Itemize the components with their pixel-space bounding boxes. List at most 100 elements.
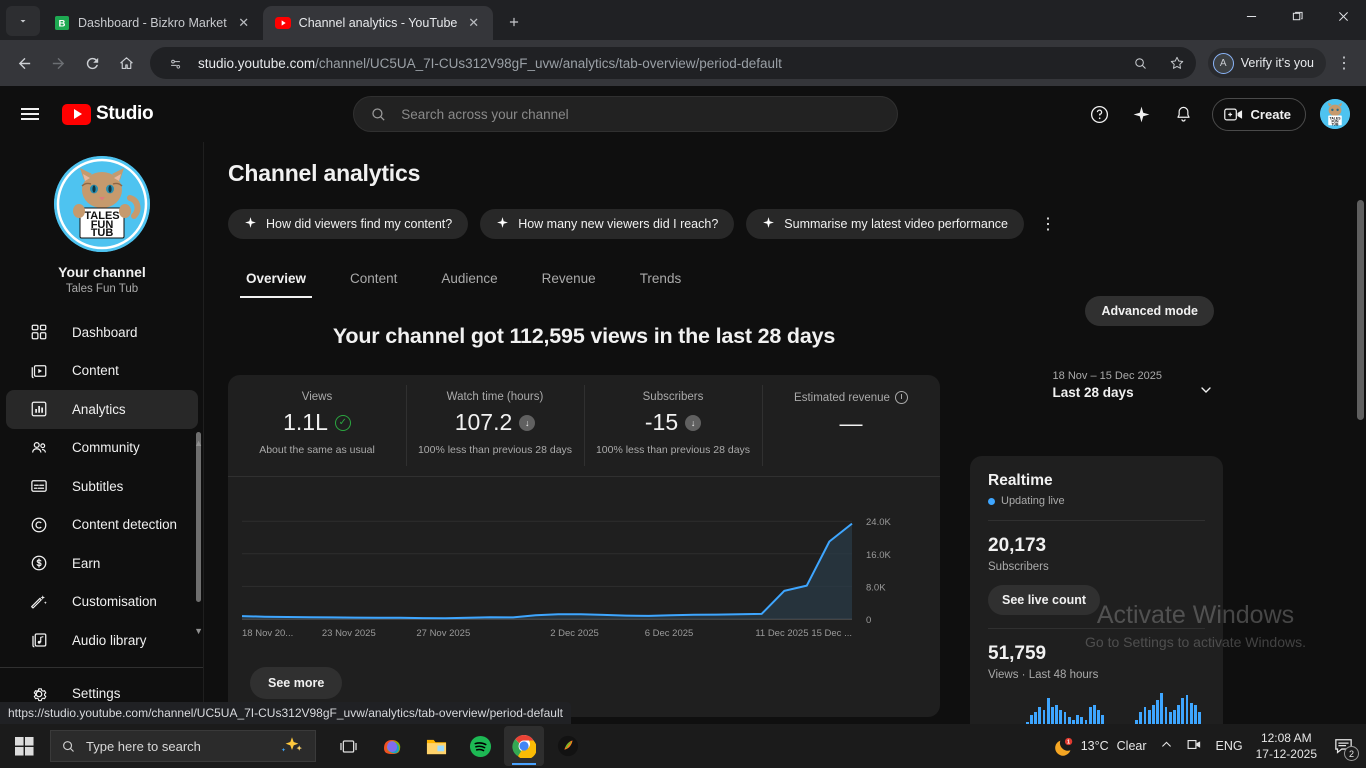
file-explorer-icon[interactable] [416, 726, 456, 766]
spotify-icon[interactable] [460, 726, 500, 766]
community-icon [28, 439, 50, 457]
sparkline-bar [1097, 709, 1101, 724]
language-indicator[interactable]: ENG [1215, 739, 1243, 753]
metric-value-wrap: 1.1L ✓ [236, 409, 398, 436]
weather-widget[interactable]: 1 13°C Clear [1053, 736, 1147, 756]
address-bar[interactable]: studio.youtube.com/channel/UC5UA_7I-CUs3… [150, 47, 1196, 79]
task-view-icon[interactable] [328, 726, 368, 766]
sidebar-item-dashboard[interactable]: Dashboard [6, 313, 198, 352]
sidebar-item-customisation[interactable]: Customisation [6, 583, 198, 622]
url-text: studio.youtube.com/channel/UC5UA_7I-CUs3… [198, 56, 1118, 71]
weather-temp: 13°C [1080, 739, 1109, 753]
site-settings-icon[interactable] [162, 50, 188, 76]
sidebar-item-settings[interactable]: Settings [6, 675, 198, 714]
sparkline-bar [1101, 714, 1105, 724]
camera-icon[interactable] [1186, 737, 1203, 755]
browser-tab-youtube-studio[interactable]: Channel analytics - YouTube Stu ✕ [262, 6, 493, 40]
reload-button[interactable] [76, 47, 108, 79]
studio-logo[interactable]: Studio [62, 103, 154, 125]
sidebar-scroll-down-icon[interactable]: ▼ [194, 626, 203, 636]
tab-revenue[interactable]: Revenue [524, 263, 614, 298]
browser-tab-bizkro[interactable]: B Dashboard - Bizkro Market ✕ [42, 6, 263, 40]
sidebar-item-audio-library[interactable]: Audio library [6, 621, 198, 660]
chrome-icon[interactable] [504, 726, 544, 766]
realtime-sparkline[interactable]: Now [988, 693, 1205, 724]
kebab-icon[interactable]: ⋮ [1040, 216, 1056, 233]
forward-button[interactable] [42, 47, 74, 79]
sparkle-icon[interactable] [1128, 100, 1156, 128]
close-icon[interactable]: ✕ [238, 15, 250, 30]
browser-menu-kebab-icon[interactable]: ⋮ [1336, 55, 1352, 72]
see-live-count-button[interactable]: See live count [988, 585, 1101, 615]
metric-label: Estimated revenue [770, 391, 932, 404]
content-icon [28, 362, 50, 380]
search-icon [372, 107, 385, 121]
bookmark-star-icon[interactable] [1164, 50, 1190, 76]
metric-watch-time[interactable]: Watch time (hours) 107.2 ↓ 100% less tha… [406, 375, 584, 476]
search-input[interactable]: Search across your channel [353, 96, 899, 132]
date-range-selector[interactable]: 18 Nov – 15 Dec 2025 Last 28 days [1053, 370, 1214, 401]
maximize-button[interactable] [1274, 0, 1320, 32]
tab-trends[interactable]: Trends [622, 263, 700, 298]
chip-new-viewers[interactable]: How many new viewers did I reach? [480, 209, 735, 239]
sidebar-item-content-detection[interactable]: Content detection [6, 506, 198, 545]
home-button[interactable] [110, 47, 142, 79]
see-more-button[interactable]: See more [250, 667, 343, 699]
close-window-button[interactable] [1320, 0, 1366, 32]
help-icon[interactable] [1086, 100, 1114, 128]
views-over-time-chart[interactable]: 0 8.0K 16.0K 24.0K 18 Nov 20... 23 Nov 2025 27… [228, 495, 940, 645]
copilot-sparkle-icon[interactable] [279, 736, 305, 756]
tab-search-caret-icon[interactable] [6, 6, 40, 36]
taskbar-search-input[interactable]: Type here to search [50, 730, 316, 762]
svg-text:16.0K: 16.0K [866, 550, 891, 561]
sidebar-item-earn[interactable]: Earn [6, 544, 198, 583]
verify-label: Verify it's you [1240, 56, 1314, 70]
profile-avatar-icon: A [1212, 52, 1234, 74]
back-button[interactable] [8, 47, 40, 79]
tab-content[interactable]: Content [332, 263, 415, 298]
tab-overview[interactable]: Overview [228, 263, 324, 298]
sidebar-scrollbar[interactable] [196, 432, 201, 602]
tab-audience[interactable]: Audience [423, 263, 515, 298]
minimize-button[interactable] [1228, 0, 1274, 32]
taskbar-search-placeholder: Type here to search [86, 738, 201, 754]
metric-value-wrap: 107.2 ↓ [414, 409, 576, 436]
sidebar-scroll-up-icon[interactable]: ▲ [194, 438, 203, 448]
analytics-main-row: Your channel got 112,595 views in the la… [228, 306, 1366, 724]
metric-value: 1.1L [283, 409, 328, 435]
sidebar-item-analytics[interactable]: Analytics [6, 390, 198, 429]
notifications-button[interactable]: 2 [1330, 733, 1359, 761]
avatar[interactable]: TALES FUN TUB [1320, 99, 1350, 129]
chip-summarise-video[interactable]: Summarise my latest video performance [746, 209, 1024, 239]
new-tab-button[interactable] [499, 7, 529, 37]
bizkro-icon: B [54, 15, 70, 31]
fl-studio-icon[interactable] [548, 726, 588, 766]
create-button[interactable]: Create [1211, 97, 1306, 131]
svg-text:FUN: FUN [91, 219, 114, 231]
advanced-mode-button[interactable]: Advanced mode [1085, 296, 1214, 326]
youtube-studio-app: Studio Search across your channel [0, 86, 1366, 740]
copilot-icon[interactable] [372, 726, 412, 766]
sparkline-bar [1189, 702, 1193, 724]
clock[interactable]: 12:08 AM 17-12-2025 [1256, 730, 1317, 762]
verify-its-you-button[interactable]: A Verify it's you [1207, 48, 1326, 78]
metric-estimated-revenue[interactable]: Estimated revenue — [762, 375, 940, 476]
show-hidden-icons-chevron-icon[interactable] [1160, 738, 1173, 754]
sidebar-item-community[interactable]: Community [6, 429, 198, 468]
sidebar-item-label: Customisation [72, 594, 157, 610]
hamburger-menu-icon[interactable] [10, 94, 50, 134]
notifications-icon[interactable] [1170, 100, 1198, 128]
channel-header[interactable]: TALES FUN TUB Your channel Tales Fun Tub [0, 152, 204, 307]
sparkline-bar [1088, 707, 1092, 724]
tab-strip: B Dashboard - Bizkro Market ✕ Channel an… [0, 0, 1366, 40]
sidebar-item-content[interactable]: Content [6, 352, 198, 391]
chip-find-content[interactable]: How did viewers find my content? [228, 209, 469, 239]
start-button[interactable] [0, 724, 48, 768]
chevron-down-icon[interactable] [1198, 382, 1214, 401]
search-icon[interactable] [1128, 50, 1154, 76]
close-icon[interactable]: ✕ [468, 15, 480, 30]
metric-views[interactable]: Views 1.1L ✓ About the same as usual [228, 375, 406, 476]
page-scrollbar[interactable] [1357, 200, 1364, 420]
metric-subscribers[interactable]: Subscribers -15 ↓ 100% less than previou… [584, 375, 762, 476]
sidebar-item-subtitles[interactable]: Subtitles [6, 467, 198, 506]
